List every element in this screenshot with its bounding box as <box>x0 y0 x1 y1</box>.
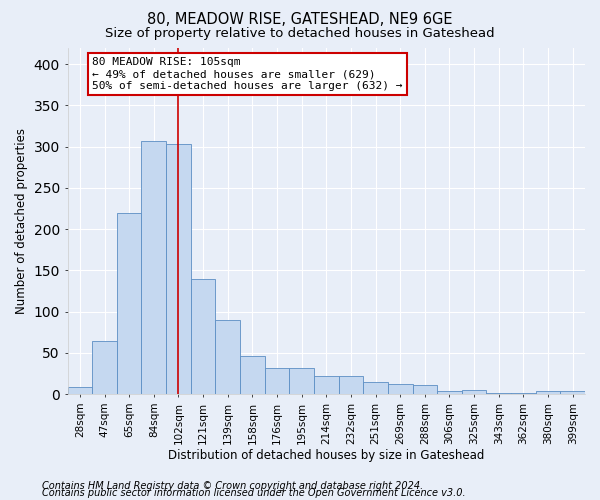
Bar <box>462 390 487 394</box>
Bar <box>289 368 314 394</box>
Bar <box>388 384 413 394</box>
Bar <box>437 391 462 394</box>
Bar <box>68 387 92 394</box>
Bar <box>166 144 191 394</box>
Bar <box>265 368 289 394</box>
Text: Size of property relative to detached houses in Gateshead: Size of property relative to detached ho… <box>105 28 495 40</box>
Bar <box>240 356 265 394</box>
Bar <box>511 392 536 394</box>
Text: Contains HM Land Registry data © Crown copyright and database right 2024.: Contains HM Land Registry data © Crown c… <box>42 481 423 491</box>
Bar <box>142 141 166 394</box>
Bar <box>117 212 142 394</box>
Bar <box>487 392 511 394</box>
Bar <box>314 376 338 394</box>
Bar <box>215 320 240 394</box>
Bar <box>413 385 437 394</box>
X-axis label: Distribution of detached houses by size in Gateshead: Distribution of detached houses by size … <box>168 450 484 462</box>
Bar <box>363 382 388 394</box>
Text: Contains public sector information licensed under the Open Government Licence v3: Contains public sector information licen… <box>42 488 466 498</box>
Y-axis label: Number of detached properties: Number of detached properties <box>15 128 28 314</box>
Bar <box>536 391 560 394</box>
Text: 80, MEADOW RISE, GATESHEAD, NE9 6GE: 80, MEADOW RISE, GATESHEAD, NE9 6GE <box>147 12 453 28</box>
Bar <box>560 391 585 394</box>
Bar <box>92 342 117 394</box>
Bar <box>338 376 363 394</box>
Bar <box>191 278 215 394</box>
Text: 80 MEADOW RISE: 105sqm
← 49% of detached houses are smaller (629)
50% of semi-de: 80 MEADOW RISE: 105sqm ← 49% of detached… <box>92 58 403 90</box>
